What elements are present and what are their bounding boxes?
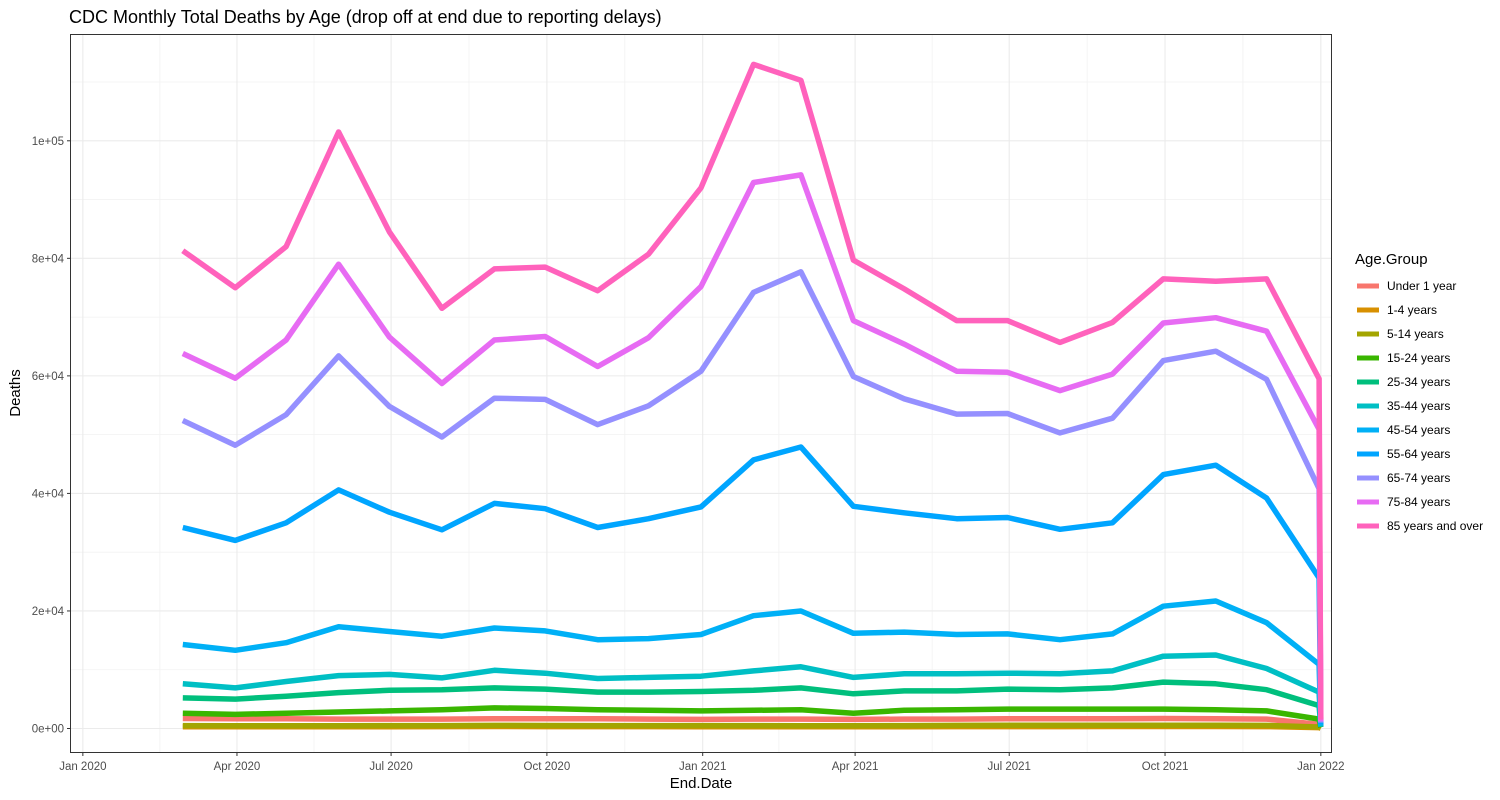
legend-title: Age.Group: [1355, 251, 1428, 268]
x-tick-label: Apr 2020: [214, 761, 261, 773]
legend-label: 85 years and over: [1387, 519, 1483, 533]
series-line: [182, 598, 1324, 726]
legend-label: 25-34 years: [1387, 375, 1450, 389]
x-tick-label: Jul 2021: [987, 761, 1030, 773]
y-tick-label: 8e+04: [32, 253, 65, 265]
legend-label: 75-84 years: [1387, 495, 1450, 509]
legend: Age.Group Under 1 year 1-4 years 5-14 year…: [1355, 251, 1483, 533]
legend-items: Under 1 year 1-4 years 5-14 years 15-24 yea…: [1357, 279, 1483, 533]
axes: Jan 2020 Apr 2020 Jul 2020 Oct 2020 Jan 2021…: [32, 136, 1345, 773]
y-tick-label: 0e+00: [32, 723, 64, 735]
legend-label: 65-74 years: [1387, 471, 1450, 485]
series-line: [182, 705, 1324, 728]
series-line: [181, 269, 1324, 723]
series-line: [182, 679, 1324, 727]
y-tick-label: 6e+04: [32, 371, 65, 383]
legend-label: 15-24 years: [1387, 351, 1450, 365]
chart-title: CDC Monthly Total Deaths by Age (drop of…: [69, 7, 662, 27]
y-tick-label: 4e+04: [32, 488, 65, 500]
series-line: [182, 715, 1324, 729]
x-tick-label: Jan 2022: [1297, 761, 1344, 773]
y-tick-label: 2e+04: [32, 606, 65, 618]
legend-label: 45-54 years: [1387, 423, 1450, 437]
legend-label: 35-44 years: [1387, 399, 1450, 413]
series-line: [181, 61, 1324, 720]
x-tick-label: Jan 2020: [59, 761, 106, 773]
legend-label: 55-64 years: [1387, 447, 1450, 461]
y-tick-label: 1e+05: [32, 136, 64, 148]
legend-label: 5-14 years: [1387, 327, 1444, 341]
x-tick-label: Oct 2020: [524, 761, 571, 773]
series-line: [181, 172, 1324, 722]
y-axis-title: Deaths: [7, 369, 24, 417]
series-lines: [181, 61, 1324, 731]
series-line: [182, 444, 1324, 724]
x-tick-label: Jul 2020: [369, 761, 412, 773]
x-tick-label: Apr 2021: [832, 761, 879, 773]
plot-border: [70, 34, 1332, 753]
series-line: [182, 652, 1324, 727]
legend-label: 1-4 years: [1387, 303, 1437, 317]
x-tick-label: Jan 2021: [679, 761, 726, 773]
legend-label: Under 1 year: [1387, 279, 1456, 293]
x-tick-label: Oct 2021: [1142, 761, 1189, 773]
x-axis-title: End.Date: [670, 775, 733, 792]
series-line: [182, 722, 1323, 731]
